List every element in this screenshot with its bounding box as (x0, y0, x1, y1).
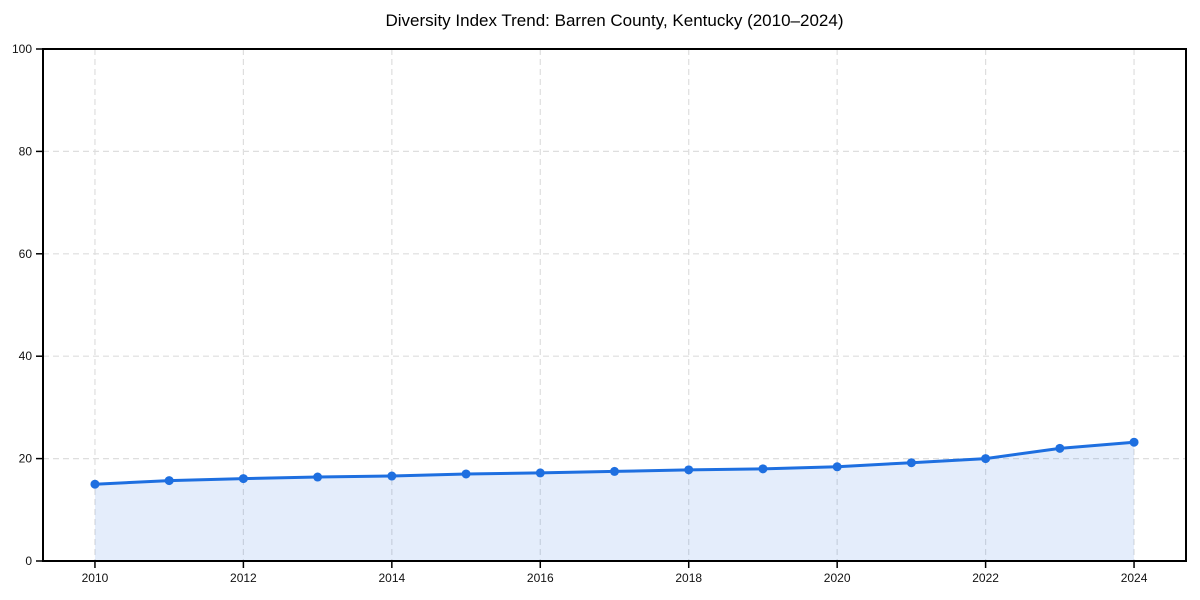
data-point (832, 462, 842, 472)
x-tick-label: 2020 (824, 571, 851, 585)
plot-border (42, 48, 1187, 562)
data-point (313, 472, 323, 482)
data-point (684, 465, 694, 475)
chart-title: Diversity Index Trend: Barren County, Ke… (385, 11, 844, 30)
y-tick-label: 40 (19, 349, 33, 363)
x-tick-label: 2016 (527, 571, 554, 585)
x-tick-label: 2022 (972, 571, 999, 585)
y-tick-label: 20 (19, 452, 33, 466)
data-point (461, 469, 471, 479)
x-tick-label: 2012 (230, 571, 257, 585)
data-point (90, 479, 100, 489)
area-fill (94, 442, 1135, 561)
x-tick-label: 2018 (675, 571, 702, 585)
y-tick-label: 100 (12, 42, 32, 56)
data-point (1129, 437, 1139, 447)
data-point (1055, 443, 1065, 453)
x-tick-label: 2010 (82, 571, 109, 585)
data-point (981, 454, 991, 464)
data-point (238, 474, 248, 484)
y-tick-label: 80 (19, 144, 33, 158)
data-point (535, 468, 545, 478)
data-point (610, 466, 619, 476)
data-point (906, 458, 916, 468)
y-tick-label: 0 (25, 554, 32, 568)
data-point (758, 464, 768, 474)
x-tick-label: 2024 (1121, 571, 1148, 585)
data-point (387, 471, 397, 481)
data-point (164, 476, 174, 486)
y-tick-label: 60 (19, 247, 33, 261)
x-tick-label: 2014 (378, 571, 405, 585)
